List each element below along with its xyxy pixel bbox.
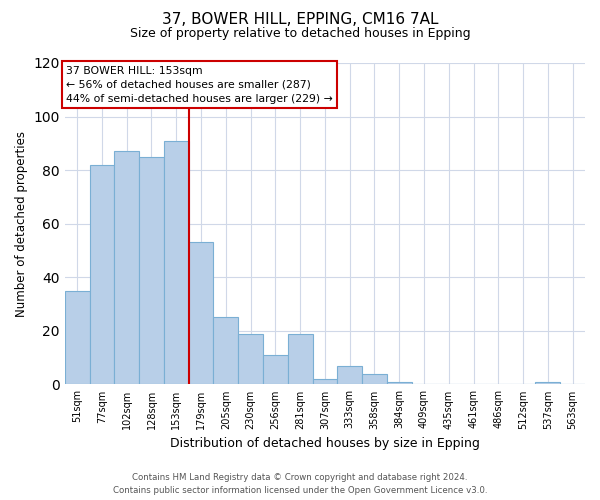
- Bar: [337, 366, 362, 384]
- Bar: [387, 382, 412, 384]
- Text: 37 BOWER HILL: 153sqm
← 56% of detached houses are smaller (287)
44% of semi-det: 37 BOWER HILL: 153sqm ← 56% of detached …: [66, 66, 333, 104]
- X-axis label: Distribution of detached houses by size in Epping: Distribution of detached houses by size …: [170, 437, 480, 450]
- Bar: [65, 290, 89, 384]
- Bar: [313, 379, 337, 384]
- Bar: [238, 334, 263, 384]
- Bar: [89, 165, 115, 384]
- Bar: [214, 318, 238, 384]
- Bar: [115, 152, 139, 384]
- Y-axis label: Number of detached properties: Number of detached properties: [15, 130, 28, 316]
- Text: Contains HM Land Registry data © Crown copyright and database right 2024.
Contai: Contains HM Land Registry data © Crown c…: [113, 473, 487, 495]
- Bar: [288, 334, 313, 384]
- Bar: [139, 157, 164, 384]
- Text: 37, BOWER HILL, EPPING, CM16 7AL: 37, BOWER HILL, EPPING, CM16 7AL: [162, 12, 438, 28]
- Bar: [362, 374, 387, 384]
- Bar: [535, 382, 560, 384]
- Bar: [188, 242, 214, 384]
- Bar: [164, 140, 188, 384]
- Bar: [263, 355, 288, 384]
- Text: Size of property relative to detached houses in Epping: Size of property relative to detached ho…: [130, 28, 470, 40]
